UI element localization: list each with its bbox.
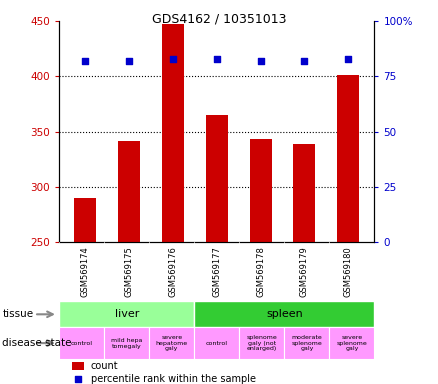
Bar (72, 362, 85, 370)
Bar (162, 25, 184, 242)
Text: spleen: spleen (266, 309, 303, 319)
Bar (293, 144, 315, 242)
Bar (329, 327, 374, 359)
Bar (206, 115, 228, 242)
Point (213, 56, 220, 62)
Text: control: control (71, 341, 93, 346)
Point (257, 58, 264, 64)
Text: GSM569177: GSM569177 (212, 246, 221, 297)
Bar (284, 327, 329, 359)
Bar (74, 198, 96, 242)
Text: moderate
splenome
galy: moderate splenome galy (292, 335, 322, 351)
Bar (194, 327, 239, 359)
Point (345, 56, 352, 62)
Text: GSM569174: GSM569174 (81, 246, 90, 297)
Text: mild hepa
tomegaly: mild hepa tomegaly (111, 338, 142, 349)
Text: GSM569180: GSM569180 (344, 246, 353, 297)
Text: severe
hepatome
galy: severe hepatome galy (155, 335, 188, 351)
Text: GSM569179: GSM569179 (300, 246, 309, 297)
Point (74, 376, 81, 382)
Bar (59, 301, 194, 327)
Text: liver: liver (114, 309, 139, 319)
Point (170, 56, 177, 62)
Text: GDS4162 / 10351013: GDS4162 / 10351013 (152, 12, 286, 25)
Bar (59, 327, 104, 359)
Text: tissue: tissue (2, 309, 33, 319)
Point (126, 58, 133, 64)
Bar (250, 139, 272, 242)
Text: GSM569178: GSM569178 (256, 246, 265, 297)
Bar (149, 327, 194, 359)
Bar (118, 141, 140, 242)
Point (82, 58, 89, 64)
Bar (239, 327, 284, 359)
Point (301, 58, 308, 64)
Text: percentile rank within the sample: percentile rank within the sample (91, 374, 256, 384)
Text: disease state: disease state (2, 338, 72, 348)
Text: control: control (206, 341, 228, 346)
Text: count: count (91, 361, 118, 371)
Text: severe
splenome
galy: severe splenome galy (336, 335, 367, 351)
Bar (194, 301, 374, 327)
Bar (337, 75, 359, 242)
Text: GSM569175: GSM569175 (125, 246, 134, 297)
Text: splenome
galy (not
enlarged): splenome galy (not enlarged) (247, 335, 277, 351)
Bar (104, 327, 149, 359)
Text: GSM569176: GSM569176 (169, 246, 177, 297)
